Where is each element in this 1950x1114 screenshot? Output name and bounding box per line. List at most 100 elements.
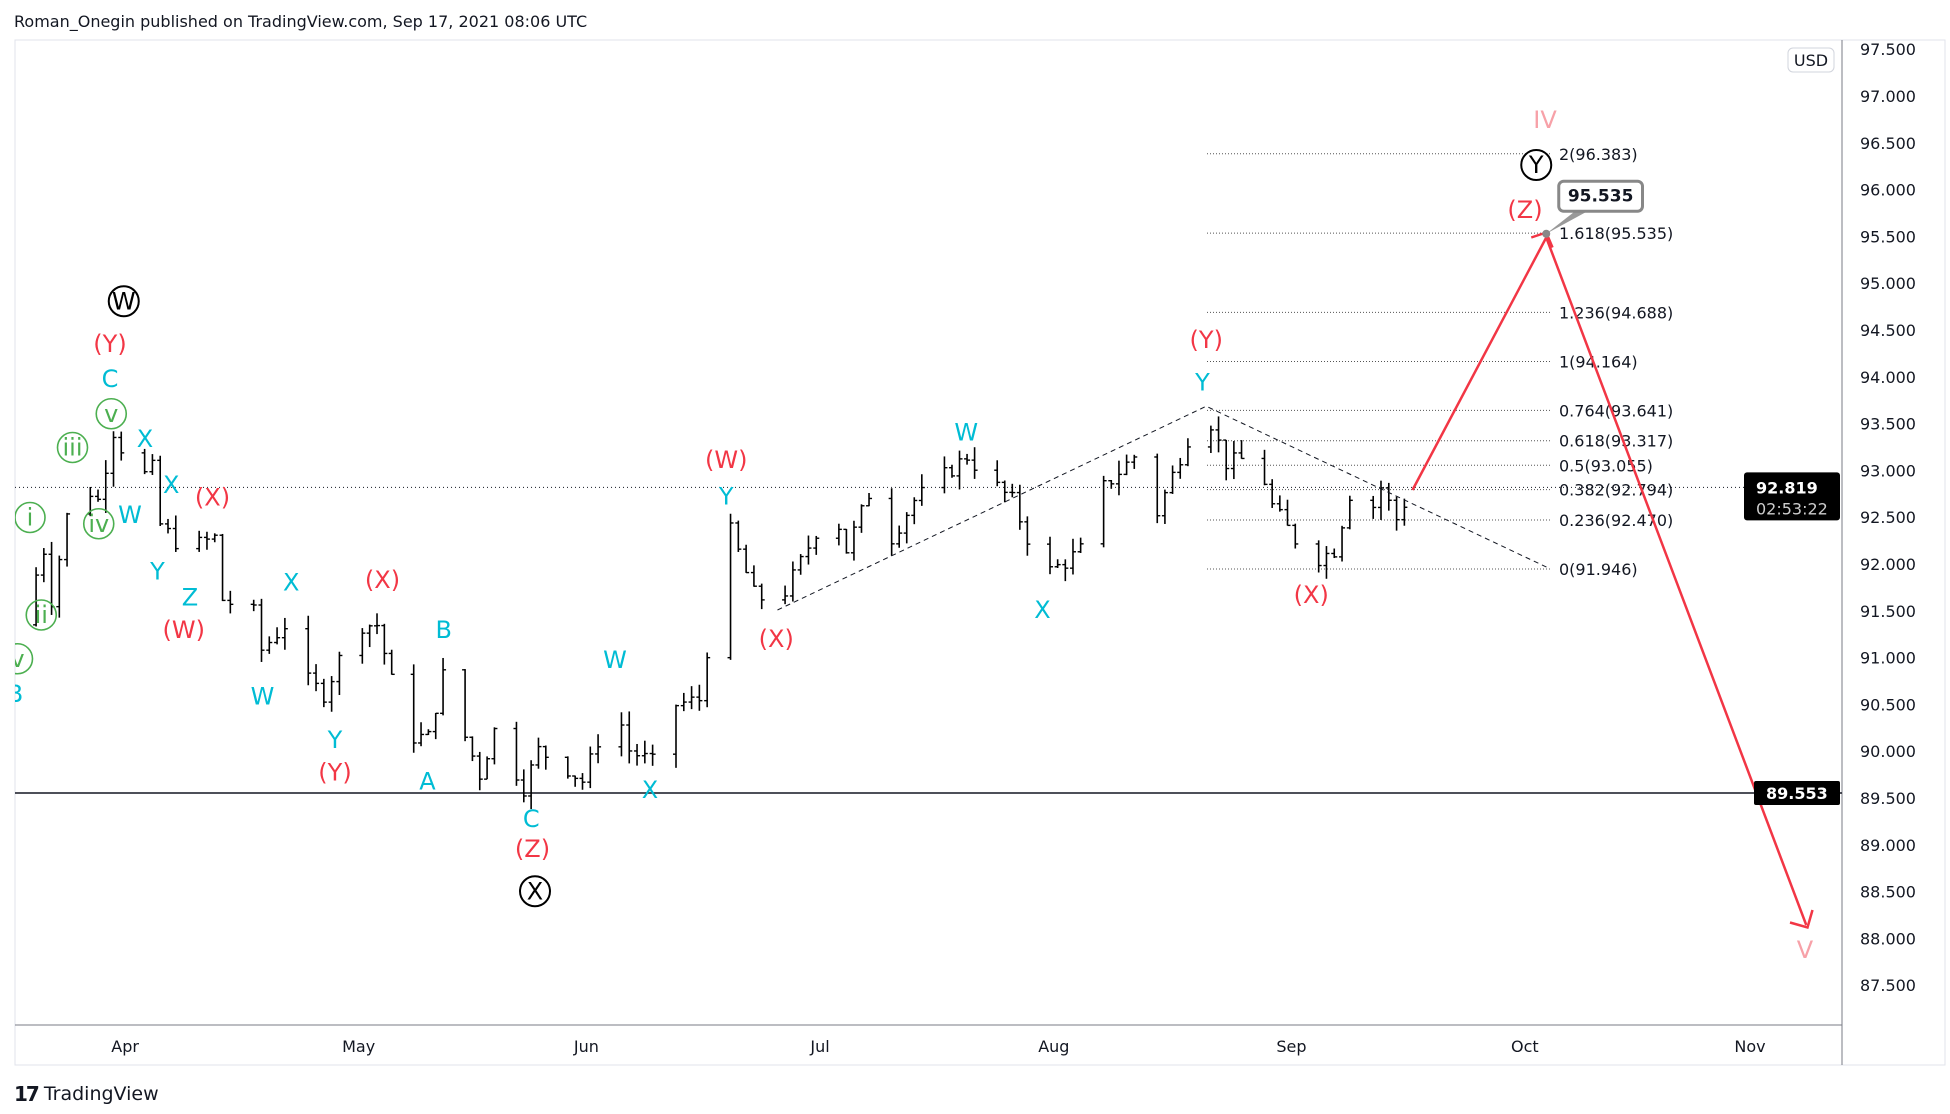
wave-label: W: [118, 501, 142, 529]
ohlc-bar: [528, 760, 535, 810]
wave-label: Y: [149, 557, 165, 585]
ohlc-bar: [1393, 496, 1400, 531]
ohlc-bar: [1292, 523, 1299, 549]
ohlc-bar: [149, 454, 156, 475]
ohlc-bar: [33, 567, 40, 627]
ohlc-bar: [1062, 559, 1069, 582]
ohlc-bar: [1024, 516, 1031, 556]
axis-price-labels: 92.819 02:53:22 89.553: [1744, 472, 1840, 806]
ohlc-bar: [328, 676, 335, 712]
ohlc-bar: [366, 624, 373, 648]
wave-label-text: W: [251, 682, 275, 710]
ohlc-bar: [835, 523, 842, 546]
wave-label: Y: [327, 726, 343, 754]
wave-label-text: X: [1034, 596, 1050, 624]
ohlc-bar: [704, 652, 711, 708]
ohlc-bar: [911, 497, 918, 525]
price-tick-label: 91.000: [1860, 649, 1916, 668]
ohlc-bar: [258, 598, 265, 662]
ohlc-bar: [336, 651, 343, 696]
time-tick-label: Jun: [573, 1037, 599, 1056]
time-tick-label: Oct: [1511, 1037, 1539, 1056]
bar-countdown: 02:53:22: [1756, 499, 1828, 518]
fib-level-label: 0.236(92.470): [1559, 511, 1673, 530]
wave-label: (X): [195, 484, 230, 512]
price-tick-label: 88.000: [1860, 929, 1916, 948]
price-tick-label: 96.000: [1860, 181, 1916, 200]
ohlc-bar: [227, 590, 234, 614]
wave-label-text: X: [527, 877, 543, 905]
wave-label: Y: [1520, 149, 1553, 181]
ohlc-bar: [281, 617, 288, 650]
ohlc-bar: [1215, 416, 1222, 453]
ohlc-bar: [274, 627, 281, 645]
ohlc-bar: [680, 692, 687, 712]
ohlc-bar: [941, 456, 948, 494]
wave-label-text: IV: [1533, 106, 1557, 134]
ohlc-bar: [1261, 449, 1268, 486]
ohlc-bar: [1207, 425, 1214, 454]
wave-label: W: [954, 419, 978, 447]
ohlc-bar: [858, 504, 865, 533]
ohlc-bar: [418, 722, 425, 747]
ohlc-bar: [484, 756, 491, 780]
ohlc-bar: [782, 585, 789, 605]
ohlc-bar: [157, 455, 164, 527]
ohlc-bar: [374, 613, 381, 635]
horizontal-levels: 2(96.383) 1.618(95.535) 1.236(94.688) 1(94.…: [15, 145, 1842, 794]
time-tick-label: May: [342, 1037, 375, 1056]
ohlc-bar: [513, 721, 520, 786]
ohlc-bar: [595, 734, 602, 764]
time-tick-label: Jul: [809, 1037, 829, 1056]
ohlc-bar: [1001, 480, 1008, 503]
wave-label-text: (X): [195, 484, 230, 512]
ohlc-bar: [102, 460, 109, 513]
last-price-value: 92.819: [1756, 478, 1818, 497]
level-price-badge: 89.553: [1754, 781, 1840, 806]
wave-label: A: [419, 767, 436, 795]
wave-label: Z: [182, 584, 198, 612]
price-tick-label: 97.500: [1860, 40, 1916, 59]
ohlc-bar: [381, 623, 388, 665]
price-tick-label: 92.000: [1860, 555, 1916, 574]
ohlc-bar: [634, 743, 641, 766]
wave-label: ii: [25, 599, 58, 631]
ohlc-bar: [743, 544, 750, 574]
target-callout-value: 95.535: [1568, 186, 1634, 206]
wave-label: X: [283, 569, 299, 597]
ohlc-bar: [735, 520, 742, 552]
price-tick-label: 93.000: [1860, 461, 1916, 480]
wave-label-text: A: [419, 767, 436, 795]
price-tick-label: 90.500: [1860, 695, 1916, 714]
currency-badge[interactable]: USD: [1787, 47, 1835, 73]
wave-label: V: [1797, 936, 1814, 964]
wave-label: (X): [365, 566, 400, 594]
wave-label: (Z): [515, 835, 550, 863]
price-axis[interactable]: 87.500 88.000 88.500 89.000 89.500 90.000 90.5…: [1860, 40, 1916, 995]
price-tick-label: 94.500: [1860, 321, 1916, 340]
ohlc-bar: [266, 636, 273, 654]
wave-label: (X): [1294, 581, 1329, 609]
ohlc-bar: [520, 769, 527, 803]
drawings: 95.535: [777, 179, 1814, 930]
forecast-path: [1411, 234, 1808, 926]
time-axis[interactable]: Apr May Jun Jul Aug Sep Oct Nov: [111, 1037, 1765, 1056]
wave-label-text: B: [436, 616, 452, 644]
ohlc-bar: [469, 736, 476, 762]
ohlc-bar: [542, 745, 549, 770]
ohlc-bar: [1154, 453, 1161, 524]
wave-label-text: Y: [1528, 151, 1544, 179]
ohlc-bar: [1177, 457, 1184, 479]
wave-label-text: (W): [163, 616, 205, 644]
ohlc-bar: [813, 535, 820, 555]
price-tick-label: 95.500: [1860, 227, 1916, 246]
wave-label: IV: [1533, 106, 1557, 134]
ohlc-bar: [425, 729, 432, 736]
wave-label-text: W: [112, 287, 136, 315]
ohlc-bar: [95, 489, 102, 502]
wave-label-text: (X): [365, 566, 400, 594]
wave-label-text: X: [283, 569, 299, 597]
footer-brand[interactable]: 17 TradingView: [14, 1082, 159, 1106]
wave-label-text: B: [7, 680, 23, 708]
